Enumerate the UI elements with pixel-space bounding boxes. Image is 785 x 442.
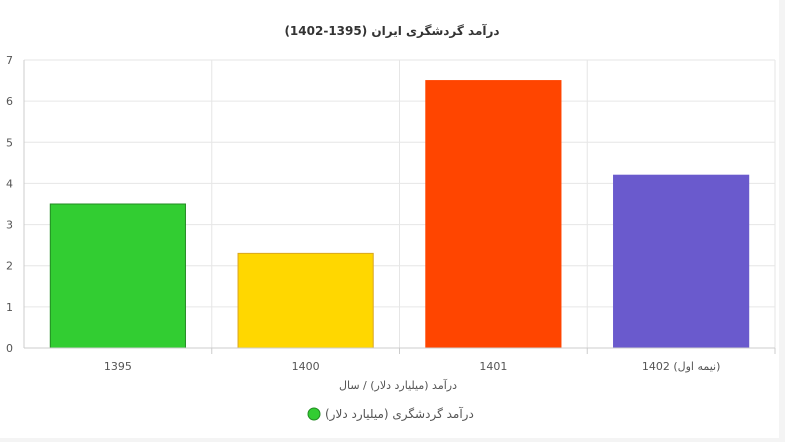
- y-tick-label-7: 7: [6, 54, 13, 67]
- bar-3: [613, 174, 750, 349]
- legend-swatch-icon: [307, 407, 321, 421]
- x-tick-label-3: 1402 (نیمه اول): [642, 360, 721, 373]
- x-axis-ticks: 1395 1400 1401 1402 (نیمه اول): [104, 348, 776, 373]
- bars: [49, 80, 750, 349]
- bar-0: [49, 203, 186, 349]
- y-tick-label-0: 0: [6, 342, 13, 355]
- y-tick-label-2: 2: [6, 260, 13, 273]
- y-tick-label-5: 5: [6, 136, 13, 149]
- legend-label: درآمد گردشگری (میلیارد دلار): [325, 406, 474, 422]
- y-axis-ticks: 0 1 2 3 4 5 6 7: [6, 54, 13, 355]
- bar-1: [237, 252, 374, 349]
- x-tick-label-2: 1401: [479, 360, 507, 373]
- y-tick-label-1: 1: [6, 301, 13, 314]
- x-tick-label-1: 1400: [292, 360, 320, 373]
- chart-title: درآمد گردشگری ایران (1395-1402): [284, 23, 499, 38]
- x-tick-label-0: 1395: [104, 360, 132, 373]
- y-tick-label-6: 6: [6, 95, 13, 108]
- y-tick-label-3: 3: [6, 219, 13, 232]
- bar-2: [425, 80, 562, 349]
- x-axis-label: درآمد (میلیارد دلار) / سال: [339, 378, 457, 392]
- y-tick-label-4: 4: [6, 177, 13, 190]
- legend[interactable]: درآمد گردشگری (میلیارد دلار): [307, 406, 474, 422]
